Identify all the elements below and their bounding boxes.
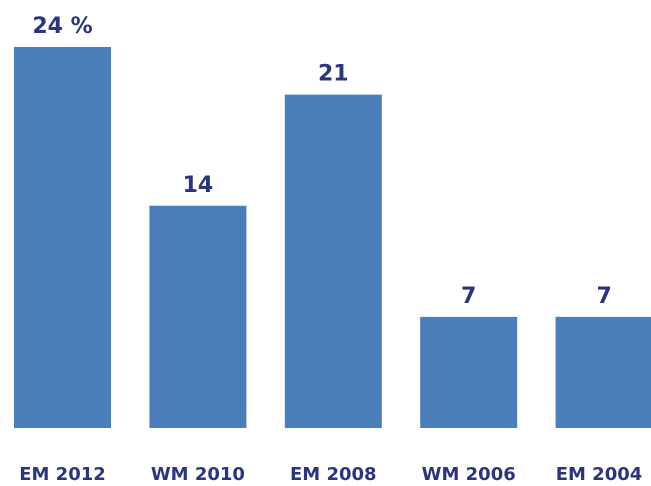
x-tick-label: WM 2010 (151, 464, 245, 485)
value-label: 24 % (32, 14, 92, 39)
x-tick-label: EM 2012 (19, 464, 106, 485)
value-label: 14 (183, 173, 214, 198)
bar (14, 47, 111, 428)
x-tick-label: WM 2006 (422, 464, 516, 485)
bar (284, 94, 382, 428)
x-tick-label: EM 2008 (290, 464, 377, 485)
value-label: 21 (318, 62, 349, 87)
bar (149, 205, 247, 428)
x-tick-label: EM 2004 (556, 464, 643, 485)
bar (420, 316, 518, 428)
value-label: 7 (461, 284, 476, 309)
bar (555, 316, 651, 428)
value-label: 7 (596, 284, 611, 309)
